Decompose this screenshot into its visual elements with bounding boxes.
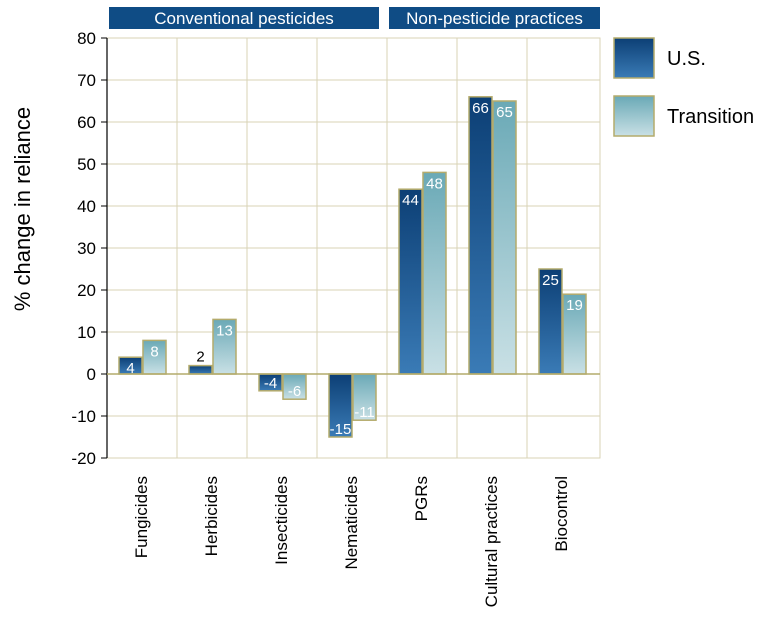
bar-transition-cultural-practices (492, 100, 517, 375)
data-label-us: 44 (402, 192, 419, 209)
legend-swatch-us (613, 37, 655, 79)
y-tick-label: 20 (77, 281, 96, 300)
gridlines (106, 37, 601, 459)
y-tick-label: -20 (71, 449, 96, 468)
y-tick-label: 60 (77, 113, 96, 132)
data-label-transition: -11 (354, 404, 375, 421)
y-tick-label: 40 (77, 197, 96, 216)
data-label-transition: 8 (150, 343, 158, 360)
data-label-transition: 19 (566, 297, 583, 314)
x-tick-label: Nematicides (342, 476, 361, 570)
x-tick-label: Fungicides (132, 476, 151, 558)
y-tick-label: -10 (71, 407, 96, 426)
x-tick-label: Herbicides (202, 476, 221, 556)
bar-transition-pgrs (422, 171, 447, 375)
x-tick-label: Biocontrol (552, 476, 571, 552)
group-header-label: Conventional pesticides (154, 9, 334, 28)
y-tick-label: 10 (77, 323, 96, 342)
x-tick-label: Insecticides (272, 476, 291, 565)
data-label-us: 2 (196, 349, 204, 366)
axes: -20 -10 0 10 20 30 40 50 60 70 80 Fungicides Herbici… (71, 29, 600, 607)
y-axis-label: % change in reliance (10, 107, 35, 311)
y-tick-label: 50 (77, 155, 96, 174)
legend-label-us: U.S. (667, 48, 706, 70)
group-header-bar (389, 7, 600, 29)
legend-label-transition: Transition (667, 106, 754, 128)
data-label-us: 66 (472, 100, 489, 117)
data-label-transition: 48 (426, 175, 443, 192)
x-tick-label: PGRs (412, 476, 431, 521)
data-label-transition: 13 (216, 322, 233, 339)
legend: U.S. Transition (613, 37, 754, 137)
data-label-us: -4 (264, 375, 277, 392)
group-header-bar (109, 7, 379, 29)
y-tick-label: 70 (77, 71, 96, 90)
data-label-us: 4 (126, 360, 134, 377)
y-tick-label: 80 (77, 29, 96, 48)
bar-us-pgrs (398, 188, 423, 375)
bar-us-herbicides (188, 364, 213, 375)
y-tick-label: 30 (77, 239, 96, 258)
data-label-us: 25 (542, 272, 559, 289)
group-header-label: Non-pesticide practices (406, 9, 583, 28)
data-label-transition: 65 (496, 104, 513, 121)
data-label-transition: -6 (288, 383, 301, 400)
x-tick-label: Cultural practices (482, 476, 501, 607)
y-tick-label: 0 (87, 365, 96, 384)
bar-us-cultural-practices (468, 96, 493, 375)
data-label-us: -15 (330, 421, 352, 438)
legend-swatch-transition (613, 95, 655, 137)
bars (118, 96, 587, 438)
